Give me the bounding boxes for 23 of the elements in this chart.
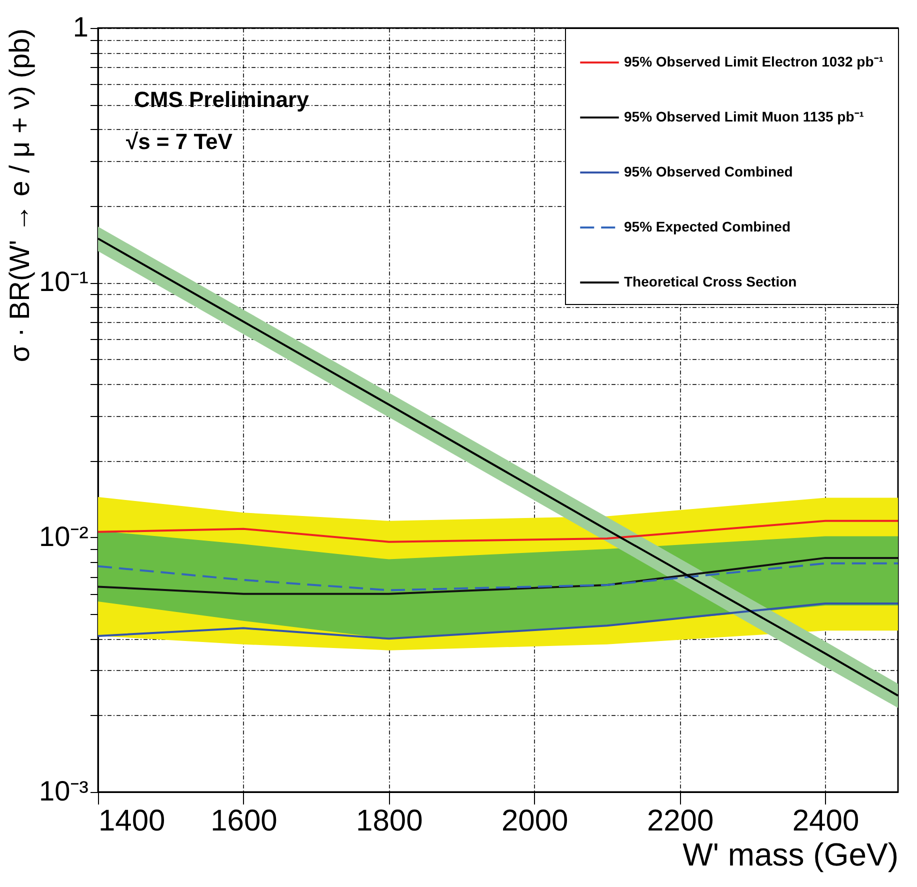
legend-label: Theoretical Cross Section: [624, 274, 797, 290]
legend-label: 95% Expected Combined: [624, 218, 790, 234]
line-series: [97, 520, 899, 543]
line-series: [97, 556, 899, 595]
x-tick-label: 2200: [646, 804, 714, 838]
line-series: [97, 562, 899, 592]
x-axis-title: W' mass (GeV): [682, 836, 898, 872]
x-tick-label: 1400: [98, 804, 166, 838]
x-tick-label: 1800: [356, 804, 423, 838]
y-tick-label: 1: [72, 12, 88, 42]
y-tick-label: 10⁻²: [39, 520, 88, 552]
y-tick-label: 10⁻³: [39, 776, 88, 806]
x-tick-label: 1600: [210, 804, 278, 838]
y-tick-label: 10⁻¹: [39, 266, 88, 298]
legend-label: 95% Observed Limit Electron 1032 pb⁻¹: [624, 54, 884, 70]
legend-label: 95% Observed Combined: [624, 164, 793, 180]
legend-label: 95% Observed Limit Muon 1135 pb⁻¹: [624, 108, 864, 124]
annotation: √s = 7 TeV: [126, 129, 233, 154]
x-tick-label: 2400: [792, 804, 860, 838]
y-axis-title: σ · BR(W' → e / μ + ν) (pb): [4, 28, 36, 362]
line-series: [97, 602, 899, 640]
x-tick-label: 2000: [501, 804, 568, 838]
annotation: CMS Preliminary: [134, 87, 310, 112]
